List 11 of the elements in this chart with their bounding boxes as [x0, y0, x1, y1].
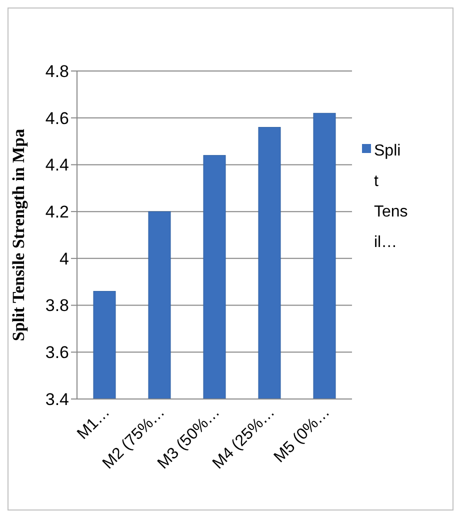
y-tick-label: 4.6	[45, 108, 69, 128]
y-axis-title: Split Tensile Strength in Mpa	[9, 128, 28, 342]
y-tick-label: 4.8	[45, 62, 69, 81]
y-tick-label: 4.2	[45, 202, 69, 222]
y-tick-label: 4	[60, 249, 69, 268]
y-tick-label: 3.8	[45, 296, 69, 316]
y-tick-label: 3.4	[45, 390, 69, 409]
legend-label: Split Tensil…	[374, 142, 408, 251]
x-tick-label: M1…	[74, 404, 114, 443]
y-tick-label: 4.4	[45, 156, 69, 175]
y-tick-label: 3.6	[45, 343, 69, 362]
